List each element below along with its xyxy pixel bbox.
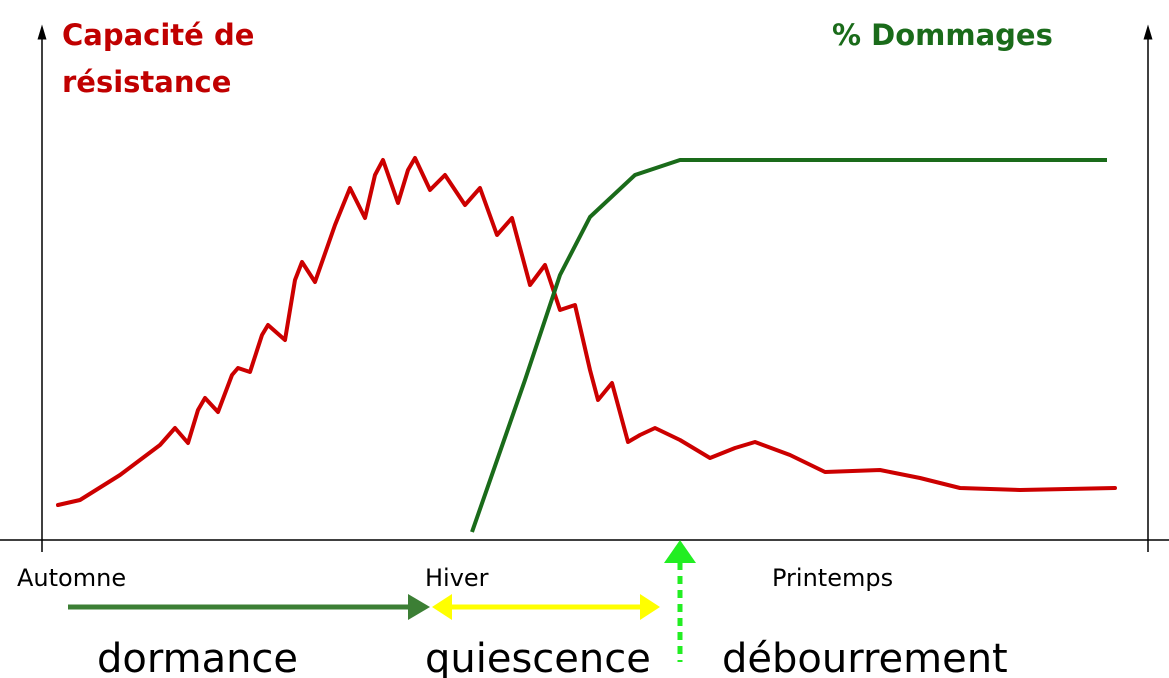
left-label: résistance bbox=[62, 65, 231, 99]
phase-label: débourrement bbox=[722, 636, 1008, 678]
damage-curve bbox=[470, 158, 1107, 533]
phase-label: quiescence bbox=[425, 636, 651, 678]
arrow-head bbox=[432, 594, 452, 620]
season-label: Automne bbox=[17, 564, 126, 592]
phase-label: dormance bbox=[97, 636, 298, 678]
right-label: % Dommages bbox=[832, 18, 1053, 52]
season-label: Hiver bbox=[425, 564, 489, 592]
arrow-head bbox=[640, 594, 660, 620]
axes bbox=[0, 24, 1169, 552]
resistance-curve bbox=[56, 156, 1117, 507]
left-label: Capacité de bbox=[62, 18, 254, 52]
arrow-head bbox=[664, 540, 696, 563]
season-label: Printemps bbox=[772, 564, 893, 592]
arrow-head bbox=[408, 594, 430, 620]
